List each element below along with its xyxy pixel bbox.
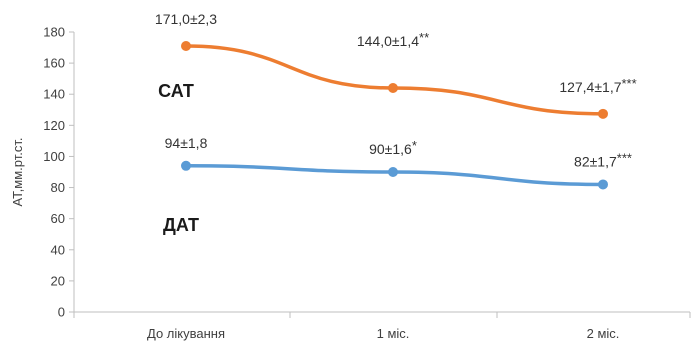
x-tick-label: До лікування bbox=[147, 326, 225, 341]
y-tick-label: 180 bbox=[43, 25, 65, 40]
data-label: 90±1,6* bbox=[369, 138, 417, 157]
data-point bbox=[181, 41, 191, 51]
y-tick-label: 20 bbox=[51, 273, 65, 288]
series-line bbox=[184, 44, 605, 116]
data-label: 171,0±2,3 bbox=[155, 11, 217, 27]
data-point bbox=[388, 167, 398, 177]
y-tick-label: 80 bbox=[51, 180, 65, 195]
x-tick-label: 1 міс. bbox=[377, 326, 410, 341]
data-point bbox=[598, 108, 608, 119]
y-tick-label: 140 bbox=[43, 87, 65, 102]
data-label: 127,4±1,7*** bbox=[559, 76, 636, 95]
y-tick-label: 0 bbox=[58, 305, 65, 320]
data-point bbox=[598, 179, 608, 190]
data-point bbox=[388, 83, 398, 93]
series-name-label: ДАТ bbox=[163, 215, 199, 235]
data-point bbox=[181, 160, 191, 171]
y-tick-label: 120 bbox=[43, 118, 65, 133]
y-tick-label: 100 bbox=[43, 149, 65, 164]
y-tick-label: 40 bbox=[51, 242, 65, 257]
series-name-label: САТ bbox=[158, 81, 194, 101]
chart-labels-layer: 171,0±2,3 144,0±1,4** 127,4±1,7*** САТ 94±1,… bbox=[155, 11, 637, 235]
y-tick-label: 60 bbox=[51, 211, 65, 226]
data-label: 82±1,7*** bbox=[574, 150, 632, 169]
data-label: 144,0±1,4** bbox=[357, 30, 429, 49]
chart-axes: 0 20 40 60 80 100 120 140 160 180 До лікування 1 мі… bbox=[10, 25, 691, 341]
x-tick-label: 2 міс. bbox=[587, 326, 620, 341]
chart-series-layer bbox=[181, 41, 608, 190]
y-tick-label: 160 bbox=[43, 56, 65, 71]
y-axis-title: АТ,мм.рт.ст. bbox=[10, 138, 25, 207]
data-label: 94±1,8 bbox=[165, 135, 208, 151]
